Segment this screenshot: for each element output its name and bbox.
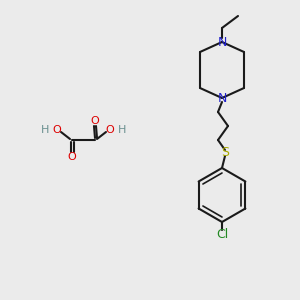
Text: H: H bbox=[41, 125, 49, 135]
Text: H: H bbox=[118, 125, 126, 135]
Text: N: N bbox=[217, 92, 227, 104]
Text: O: O bbox=[91, 116, 99, 126]
Text: O: O bbox=[52, 125, 62, 135]
Text: N: N bbox=[217, 35, 227, 49]
Text: O: O bbox=[106, 125, 114, 135]
Text: S: S bbox=[221, 146, 229, 160]
Text: O: O bbox=[68, 152, 76, 162]
Text: Cl: Cl bbox=[216, 227, 228, 241]
